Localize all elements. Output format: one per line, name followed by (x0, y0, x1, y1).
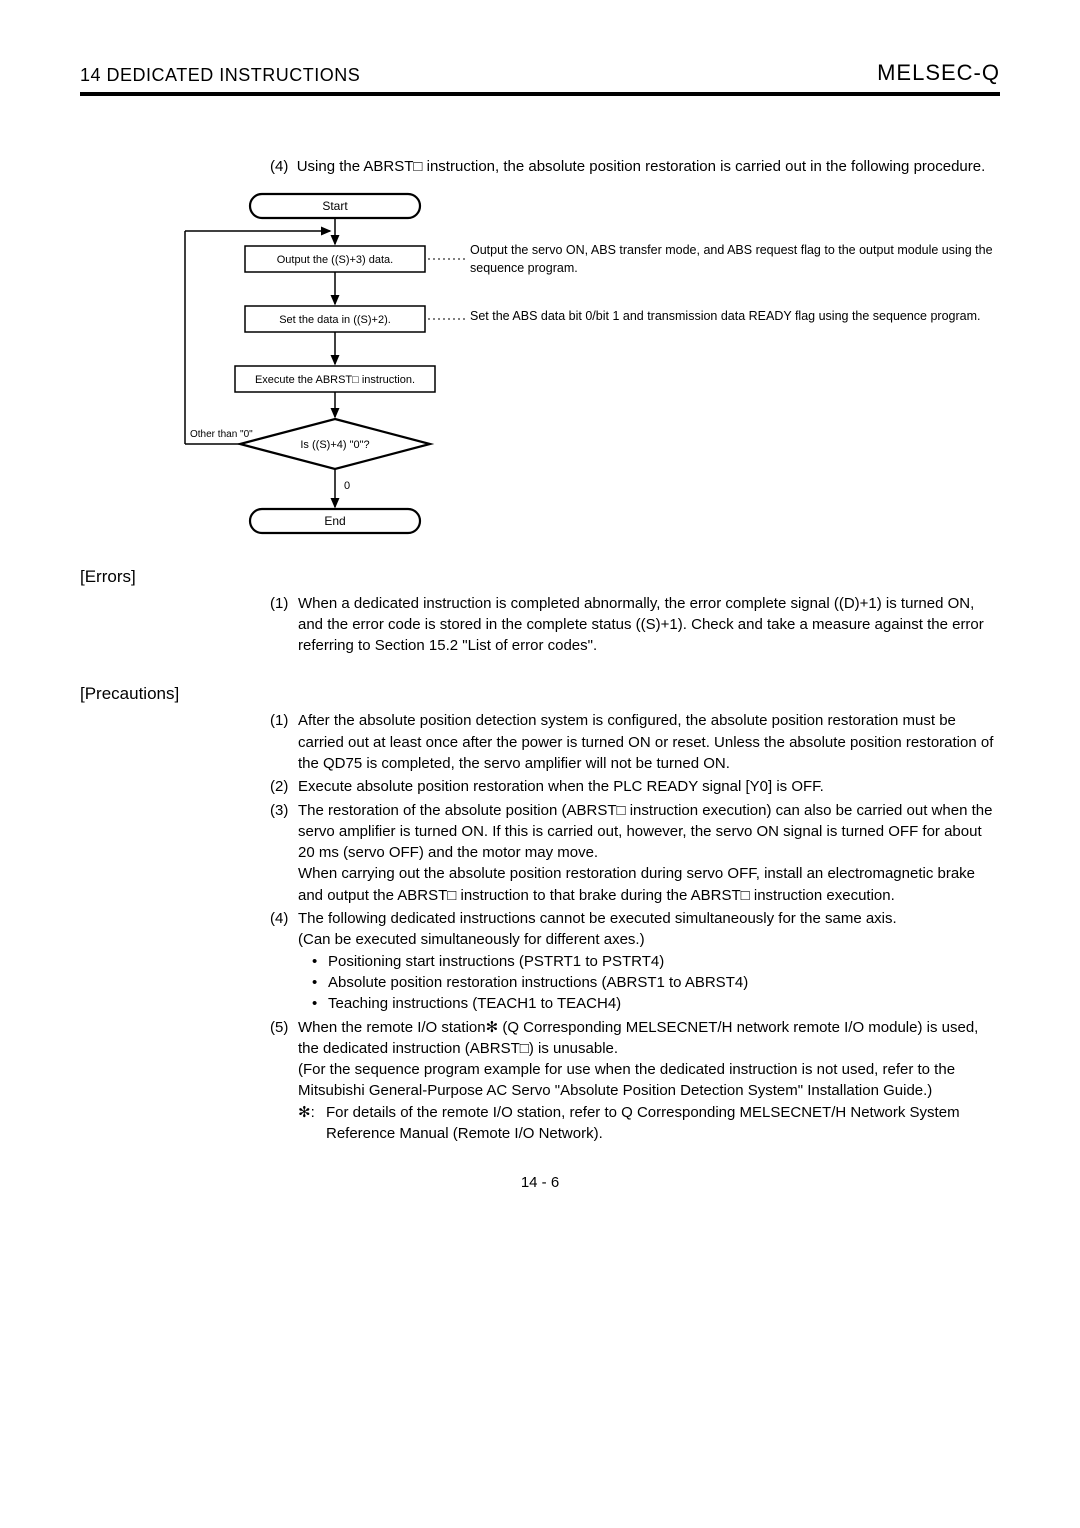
precaution-item: (5) When the remote I/O station✻ (Q Corr… (270, 1017, 1000, 1145)
brand-label: MELSEC-Q (877, 60, 1000, 86)
flow-end: End (324, 514, 345, 528)
item-text: Execute absolute position restoration wh… (298, 776, 1000, 797)
item-num: (4) (270, 908, 298, 1014)
item-num: (3) (270, 800, 298, 906)
intro-paragraph: (4) Using the ABRST□ instruction, the ab… (270, 156, 1000, 179)
item-text: When a dedicated instruction is complete… (298, 593, 1000, 657)
flow-note2: Set the ABS data bit 0/bit 1 and transmi… (470, 307, 1000, 325)
intro-text: Using the ABRST□ instruction, the absolu… (297, 158, 986, 175)
precaution-item: (1) After the absolute position detectio… (270, 710, 1000, 774)
errors-heading: [Errors] (80, 567, 1000, 587)
flow-notes: Output the servo ON, ABS transfer mode, … (470, 189, 1000, 325)
precaution-item: (2) Execute absolute position restoratio… (270, 776, 1000, 797)
precaution-item: (3) The restoration of the absolute posi… (270, 800, 1000, 906)
flow-step3: Execute the ABRST□ instruction. (255, 374, 415, 386)
item-num: (5) (270, 1017, 298, 1145)
intro-num: (4) (270, 158, 288, 175)
item-text: After the absolute position detection sy… (298, 710, 1000, 774)
precautions-body: (1) After the absolute position detectio… (270, 710, 1000, 1144)
bullet-row: •Teaching instructions (TEACH1 to TEACH4… (298, 993, 1000, 1014)
errors-body: (1) When a dedicated instruction is comp… (270, 593, 1000, 657)
bullet-row: •Absolute position restoration instructi… (298, 972, 1000, 993)
brand-rule (780, 94, 1000, 96)
errors-item: (1) When a dedicated instruction is comp… (270, 593, 1000, 657)
precautions-heading: [Precautions] (80, 684, 1000, 704)
page-header: 14 DEDICATED INSTRUCTIONS MELSEC-Q (80, 60, 1000, 86)
precaution-item: (4) The following dedicated instructions… (270, 908, 1000, 1014)
chapter-title: 14 DEDICATED INSTRUCTIONS (80, 65, 360, 86)
flow-step1: Output the ((S)+3) data. (277, 254, 393, 266)
item-num: (2) (270, 776, 298, 797)
flow-note1: Output the servo ON, ABS transfer mode, … (470, 241, 1000, 277)
flowchart-area: Start Output the ((S)+3) data. Set the d… (130, 189, 1000, 549)
flow-start: Start (322, 199, 348, 213)
item-num: (1) (270, 710, 298, 774)
flow-loop-label: Other than "0" (190, 429, 253, 440)
item-text: The following dedicated instructions can… (298, 908, 1000, 1014)
flowchart-svg: Start Output the ((S)+3) data. Set the d… (130, 189, 470, 549)
flow-yes-label: 0 (344, 480, 350, 492)
item-text: When the remote I/O station✻ (Q Correspo… (298, 1017, 1000, 1145)
flow-step2: Set the data in ((S)+2). (279, 314, 391, 326)
item-num: (1) (270, 593, 298, 657)
bullet-row: •Positioning start instructions (PSTRT1 … (298, 951, 1000, 972)
item-text: The restoration of the absolute position… (298, 800, 1000, 906)
flow-decision: Is ((S)+4) "0"? (300, 439, 369, 451)
page-number: 14 - 6 (80, 1174, 1000, 1191)
